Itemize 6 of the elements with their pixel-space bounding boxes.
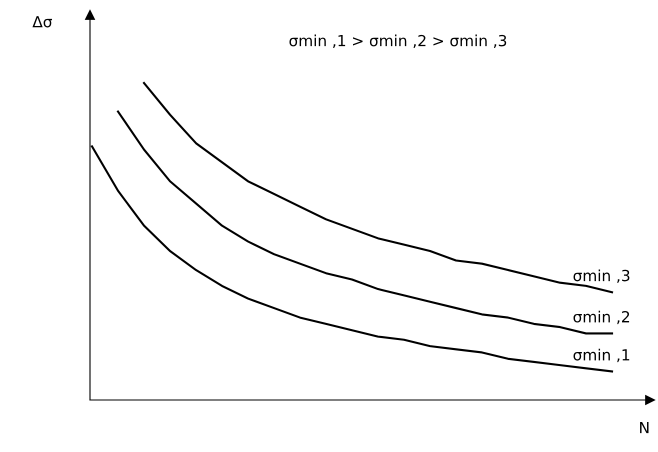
x-axis-title: N xyxy=(640,422,648,434)
y-axis-title: Δσ xyxy=(32,16,52,28)
series-label: σmin ,1 xyxy=(574,348,630,362)
text: σmin ,1 > σmin ,2 > σmin ,3 xyxy=(289,34,506,48)
series-label: σmin ,2 xyxy=(574,310,630,324)
series-label: σmin ,3 xyxy=(574,270,630,283)
